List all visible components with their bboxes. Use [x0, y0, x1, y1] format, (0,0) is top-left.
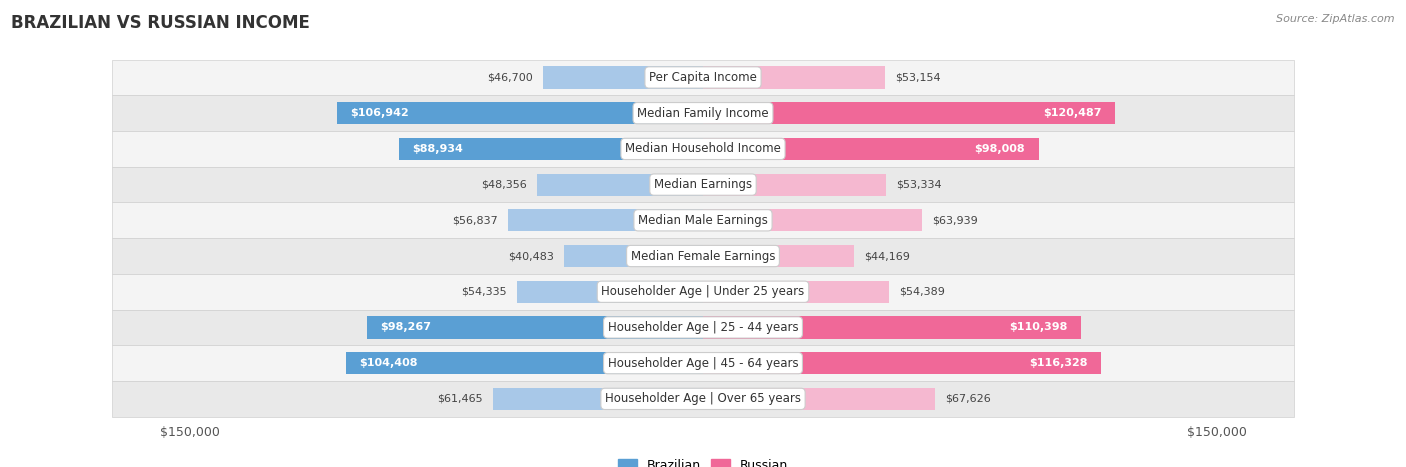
Bar: [509, 209, 703, 231]
Text: $98,008: $98,008: [974, 144, 1025, 154]
Bar: [703, 281, 889, 303]
Text: Median Female Earnings: Median Female Earnings: [631, 249, 775, 262]
Bar: [112, 203, 1294, 238]
Text: $110,398: $110,398: [1010, 322, 1067, 333]
Bar: [517, 281, 703, 303]
Bar: [112, 345, 1294, 381]
Text: $40,483: $40,483: [509, 251, 554, 261]
Text: $53,154: $53,154: [896, 72, 941, 83]
Bar: [703, 352, 1101, 374]
Text: $44,169: $44,169: [865, 251, 910, 261]
Bar: [703, 245, 855, 267]
Bar: [112, 310, 1294, 345]
Text: $61,465: $61,465: [437, 394, 482, 404]
Text: Per Capita Income: Per Capita Income: [650, 71, 756, 84]
Bar: [703, 388, 935, 410]
Text: $116,328: $116,328: [1029, 358, 1087, 368]
Bar: [398, 138, 703, 160]
Bar: [112, 167, 1294, 203]
Text: $56,837: $56,837: [453, 215, 498, 225]
Text: $63,939: $63,939: [932, 215, 979, 225]
Bar: [703, 316, 1081, 339]
Text: $54,335: $54,335: [461, 287, 506, 297]
Text: BRAZILIAN VS RUSSIAN INCOME: BRAZILIAN VS RUSSIAN INCOME: [11, 14, 311, 32]
Bar: [703, 138, 1039, 160]
Text: Householder Age | 45 - 64 years: Householder Age | 45 - 64 years: [607, 357, 799, 370]
Text: Median Earnings: Median Earnings: [654, 178, 752, 191]
Bar: [112, 238, 1294, 274]
Bar: [537, 174, 703, 196]
Text: $54,389: $54,389: [900, 287, 945, 297]
Text: $120,487: $120,487: [1043, 108, 1102, 118]
Bar: [112, 60, 1294, 95]
Text: $46,700: $46,700: [486, 72, 533, 83]
Text: $48,356: $48,356: [481, 180, 527, 190]
Bar: [367, 316, 703, 339]
Bar: [564, 245, 703, 267]
Bar: [112, 381, 1294, 417]
Text: Median Male Earnings: Median Male Earnings: [638, 214, 768, 227]
Text: $53,334: $53,334: [896, 180, 942, 190]
Bar: [112, 95, 1294, 131]
Bar: [703, 209, 922, 231]
Bar: [492, 388, 703, 410]
Bar: [703, 66, 884, 89]
Text: $98,267: $98,267: [380, 322, 432, 333]
Text: Median Family Income: Median Family Income: [637, 106, 769, 120]
Text: Median Household Income: Median Household Income: [626, 142, 780, 156]
Bar: [112, 131, 1294, 167]
Text: Householder Age | 25 - 44 years: Householder Age | 25 - 44 years: [607, 321, 799, 334]
Text: $106,942: $106,942: [350, 108, 409, 118]
Bar: [703, 102, 1115, 124]
Bar: [337, 102, 703, 124]
Text: Householder Age | Over 65 years: Householder Age | Over 65 years: [605, 392, 801, 405]
Bar: [703, 174, 886, 196]
Bar: [346, 352, 703, 374]
Text: Householder Age | Under 25 years: Householder Age | Under 25 years: [602, 285, 804, 298]
Text: $104,408: $104,408: [360, 358, 418, 368]
Bar: [543, 66, 703, 89]
Bar: [112, 274, 1294, 310]
Text: Source: ZipAtlas.com: Source: ZipAtlas.com: [1277, 14, 1395, 24]
Text: $88,934: $88,934: [412, 144, 463, 154]
Text: $67,626: $67,626: [945, 394, 990, 404]
Legend: Brazilian, Russian: Brazilian, Russian: [619, 460, 787, 467]
